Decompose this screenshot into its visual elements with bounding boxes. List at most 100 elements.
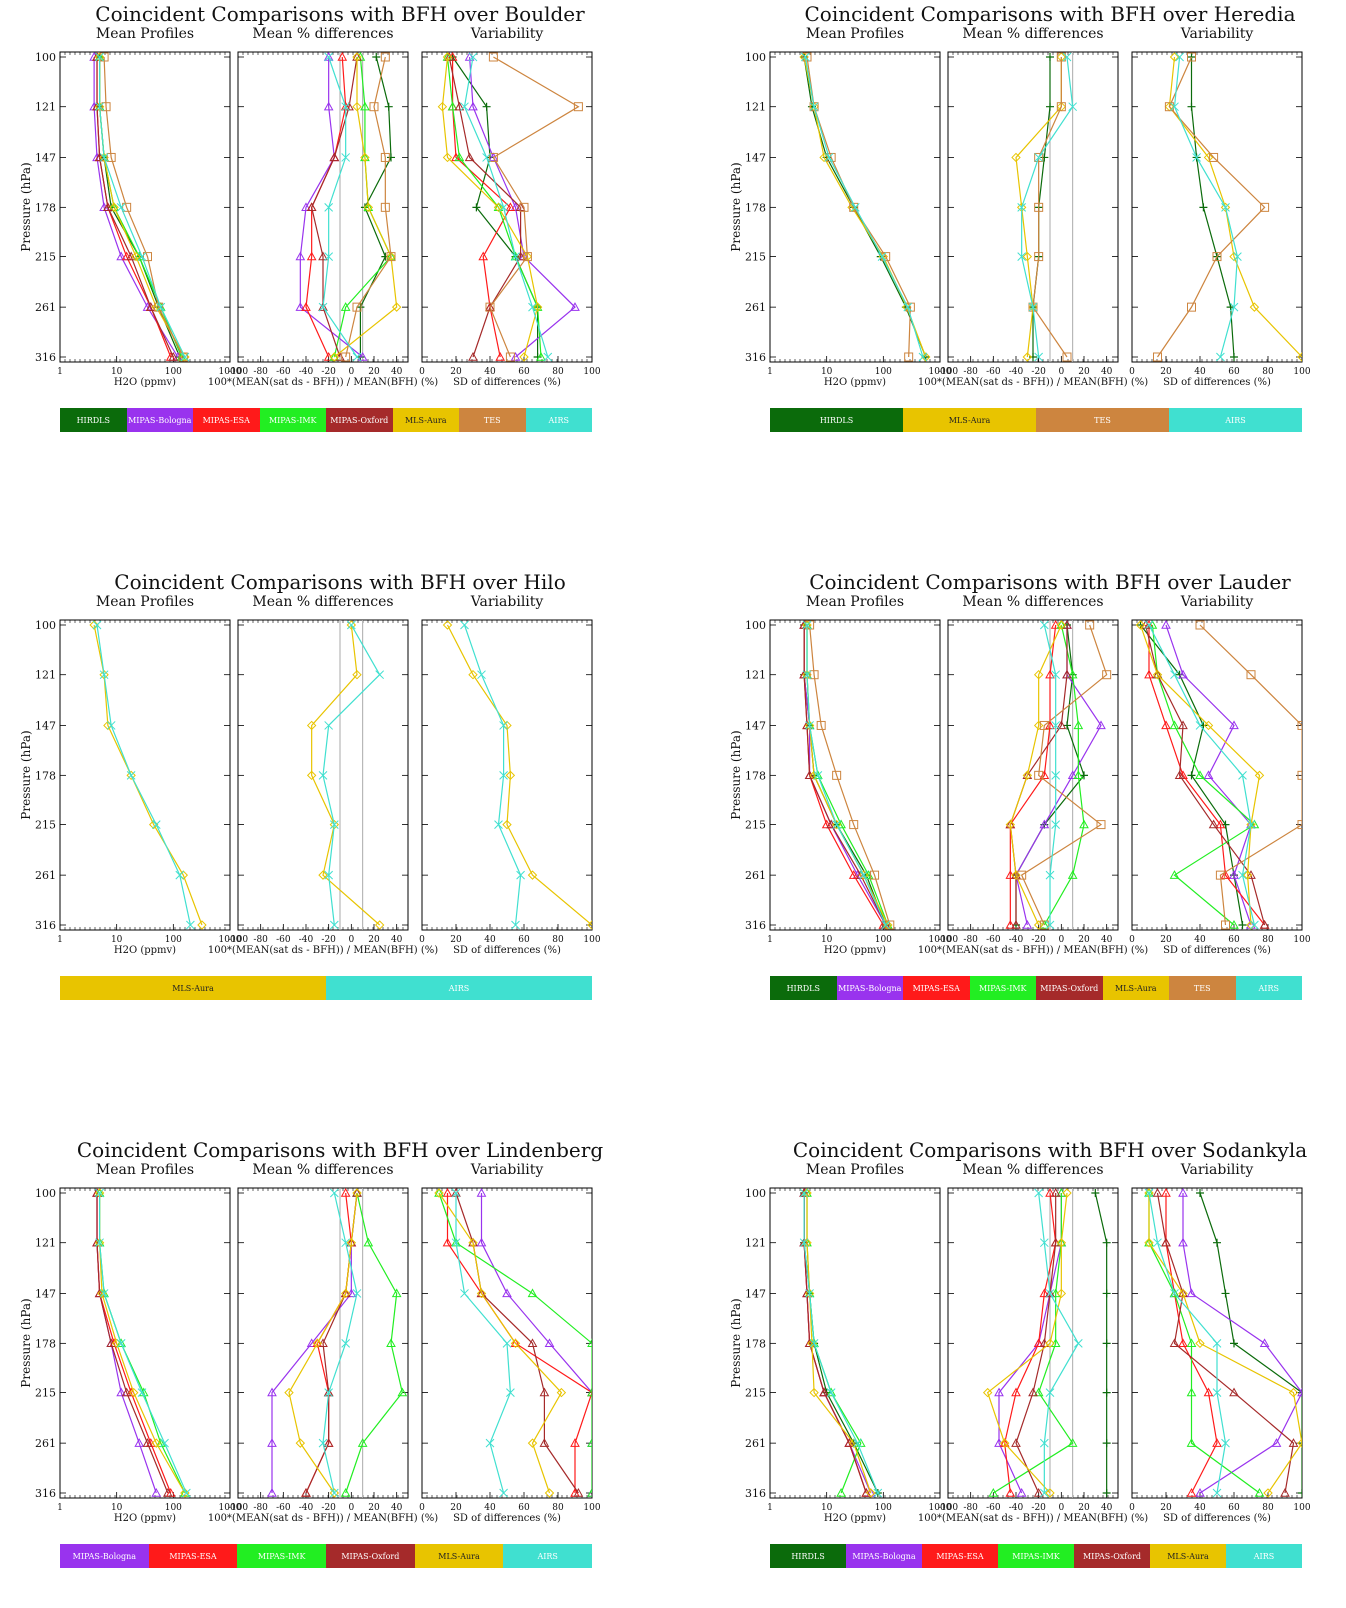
plot-frame	[59, 619, 231, 931]
data-point-airs-marker	[1221, 202, 1230, 212]
data-point-mipas-imk-marker	[536, 351, 546, 361]
x-tick-label: 0	[1058, 367, 1064, 377]
data-point-mipas-esa-marker	[1005, 1487, 1016, 1497]
data-point-mipas-imk-marker	[1079, 819, 1089, 829]
x-tick-label: 1000	[929, 1503, 952, 1513]
data-point-mipas-oxford-marker	[819, 1387, 829, 1397]
series-line-airs	[96, 624, 191, 926]
x-tick-label: 40	[1194, 935, 1206, 945]
data-point-airs-marker	[329, 1188, 339, 1198]
data-point-tes-marker	[1297, 820, 1302, 830]
x-tick-label: 20	[1160, 1503, 1172, 1513]
legend-bar: HIRDLS MLS-Aura TES AIRS	[770, 408, 1302, 432]
data-point-mipas-imk-marker	[1229, 919, 1239, 929]
y-axis-label: Pressure (hPa)	[20, 162, 33, 251]
data-point-airs-marker	[324, 52, 334, 62]
data-point-mls-aura-marker	[346, 620, 357, 630]
x-tick-label: 10	[111, 367, 123, 377]
data-point-airs-marker	[499, 770, 508, 780]
variability-plot	[421, 1187, 593, 1499]
data-point-mipas-oxford-marker	[121, 1387, 132, 1397]
plot-frame	[59, 1187, 231, 1499]
y-tick-label: 121	[745, 1237, 766, 1250]
x-tick-label: 100	[1293, 1503, 1310, 1513]
data-point-hirdls-marker	[1187, 771, 1196, 780]
data-point-mipas-oxford-marker	[844, 1438, 855, 1447]
data-point-mls-aura-marker	[1056, 1237, 1067, 1248]
data-point-hirdls-marker	[356, 303, 365, 312]
data-point-mipas-oxford-marker	[1208, 819, 1219, 829]
x-axis-label: 100*(MEAN(sat ds - BFH)) / MEAN(BFH) (%)	[918, 1513, 1148, 1524]
data-point-tes-marker	[904, 352, 914, 362]
data-point-airs-marker	[318, 302, 328, 312]
data-point-mipas-oxford-marker	[539, 1387, 550, 1397]
data-point-mipas-oxford-marker	[329, 152, 340, 162]
data-point-mipas-bologna-marker	[295, 251, 306, 261]
series-line-mipas-imk	[345, 1192, 403, 1494]
data-point-mipas-bologna-marker	[1297, 1387, 1302, 1397]
x-tick-label: 60	[1228, 367, 1240, 377]
x-axis-label: SD of differences (%)	[453, 1513, 561, 1524]
x-tick-label: 60	[518, 1503, 530, 1513]
y-tick-label: 215	[35, 251, 56, 264]
data-point-airs-marker	[918, 352, 928, 362]
data-point-airs-marker	[1170, 670, 1179, 680]
x-tick-label: 100	[1293, 367, 1310, 377]
data-point-mipas-bologna-marker	[1161, 620, 1171, 629]
data-point-mipas-esa-marker	[1045, 1188, 1055, 1197]
series-line-mls-aura	[441, 56, 539, 358]
data-point-mipas-imk-marker	[826, 1387, 837, 1397]
x-tick-label: 100	[583, 367, 600, 377]
data-point-mls-aura-marker	[284, 1387, 294, 1398]
data-point-mipas-bologna-marker	[1016, 1487, 1027, 1497]
data-point-mipas-imk-marker	[836, 1487, 846, 1497]
subplot-title: Mean % differences	[962, 1162, 1103, 1178]
legend-entry: MIPAS-IMK	[998, 1544, 1074, 1568]
data-point-mls-aura-marker	[1045, 1338, 1055, 1349]
data-point-mipas-imk-marker	[1056, 620, 1067, 629]
data-point-mipas-bologna-marker	[116, 251, 127, 261]
x-tick-label: -80	[253, 1503, 268, 1513]
series-line-airs	[455, 1193, 512, 1494]
series-line-tes	[489, 56, 580, 358]
series-line-hirdls	[1199, 1192, 1302, 1493]
data-point-mipas-esa-marker	[1186, 1487, 1197, 1497]
data-point-mipas-oxford-marker	[485, 302, 495, 311]
mean-profiles-plot	[59, 619, 231, 931]
x-axis-label: 100*(MEAN(sat ds - BFH)) / MEAN(BFH) (%)	[208, 945, 438, 956]
data-point-airs-marker	[499, 721, 508, 730]
legend-entry: HIRDLS	[770, 1544, 846, 1568]
data-point-airs-marker	[1017, 252, 1027, 261]
data-point-tes-marker	[1034, 202, 1044, 212]
station-panel: Coincident Comparisons with BFH over Sod…	[730, 1138, 1346, 1608]
x-tick-label: 20	[450, 1503, 462, 1513]
data-point-tes-marker	[809, 670, 819, 680]
x-axis-label: H2O (ppmv)	[824, 945, 886, 956]
mean-diff-plot	[947, 1187, 1119, 1499]
data-point-airs-marker	[1062, 52, 1072, 62]
variability-plot	[421, 619, 593, 931]
data-point-mipas-oxford-marker	[515, 202, 526, 212]
data-point-airs-marker	[352, 1289, 362, 1298]
legend-entry: MIPAS-Oxford	[326, 408, 393, 432]
data-point-tes-marker	[1187, 302, 1196, 312]
x-tick-label: 40	[484, 935, 496, 945]
x-tick-label: 1	[767, 1503, 773, 1513]
data-point-airs-marker	[175, 870, 185, 880]
data-point-tes-marker	[1187, 52, 1196, 62]
y-tick-label: 100	[745, 619, 766, 632]
data-point-airs-marker	[877, 252, 887, 261]
legend-entry: TES	[1036, 408, 1169, 432]
data-point-airs-marker	[1045, 870, 1055, 880]
data-point-mipas-oxford-marker	[1062, 669, 1072, 679]
x-tick-label: 10	[111, 1503, 123, 1513]
data-point-hirdls-marker	[1102, 1489, 1111, 1497]
data-point-tes-marker	[1153, 352, 1162, 362]
data-point-hirdls-marker	[1196, 1189, 1204, 1197]
x-axis-label: SD of differences (%)	[1163, 945, 1271, 956]
data-point-mipas-bologna-marker	[267, 1438, 277, 1447]
data-point-tes-marker	[1039, 720, 1049, 730]
data-point-mipas-oxford-marker	[1178, 720, 1188, 730]
plot-frame	[947, 1187, 1119, 1499]
